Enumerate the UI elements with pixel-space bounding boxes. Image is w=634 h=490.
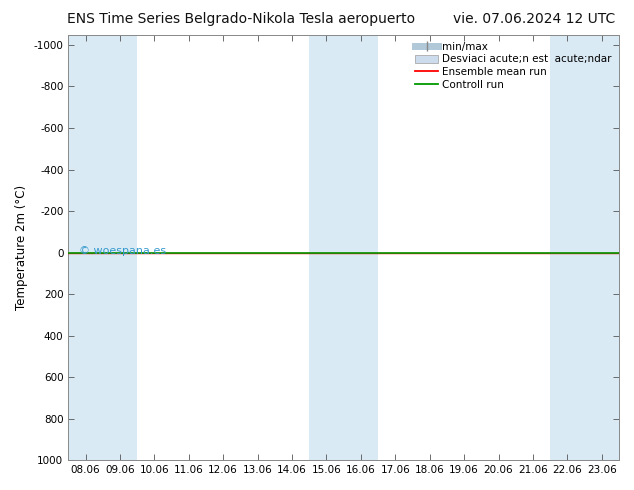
Y-axis label: Temperature 2m (°C): Temperature 2m (°C) (15, 185, 28, 310)
Bar (309, 35, 378, 460)
Text: vie. 07.06.2024 12 UTC: vie. 07.06.2024 12 UTC (453, 12, 615, 26)
Text: © woespana.es: © woespana.es (79, 246, 167, 256)
Bar (550, 35, 619, 460)
Text: ENS Time Series Belgrado-Nikola Tesla aeropuerto: ENS Time Series Belgrado-Nikola Tesla ae… (67, 12, 415, 26)
Legend: min/max, Desviaci acute;n est  acute;ndar, Ensemble mean run, Controll run: min/max, Desviaci acute;n est acute;ndar… (413, 40, 614, 92)
Bar (68, 35, 137, 460)
